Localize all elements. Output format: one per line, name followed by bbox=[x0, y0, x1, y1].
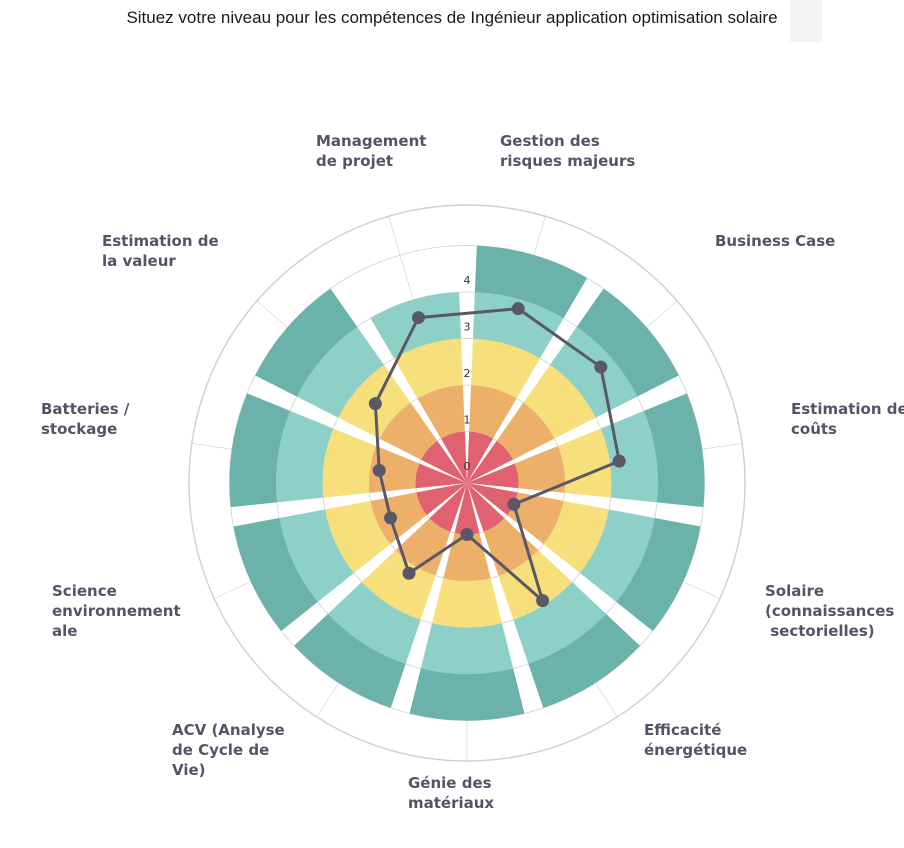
sector-band-level-1 bbox=[467, 431, 494, 483]
sector-band-level-3 bbox=[557, 428, 612, 498]
sector-band-level-4 bbox=[550, 326, 638, 418]
category-label: Génie des matériaux bbox=[408, 774, 494, 812]
sector-band-level-5 bbox=[474, 245, 588, 319]
series-point[interactable] bbox=[536, 594, 550, 608]
category-label: Management de projet bbox=[316, 132, 426, 170]
sector-band-level-3 bbox=[432, 578, 502, 628]
sector-band-level-2 bbox=[370, 492, 427, 545]
sector-band-level-2 bbox=[514, 446, 565, 493]
radial-tick-label: 0 bbox=[464, 460, 471, 473]
sector-band-level-5 bbox=[643, 393, 705, 508]
series-point[interactable] bbox=[460, 528, 474, 541]
series-point[interactable] bbox=[411, 311, 425, 325]
category-label: Batteries / stockage bbox=[41, 400, 130, 438]
page-title: Situez votre niveau pour les compétences… bbox=[126, 8, 778, 27]
sector-band-level-3 bbox=[498, 550, 573, 620]
sector-band-level-2 bbox=[469, 385, 517, 439]
level-series bbox=[368, 302, 626, 608]
sector-band-level-3 bbox=[523, 364, 596, 439]
sector-band-level-2 bbox=[379, 402, 438, 460]
sector-band-level-1 bbox=[467, 483, 518, 516]
sector-band-level-1 bbox=[415, 463, 467, 489]
category-label: Estimation descoûts bbox=[791, 400, 904, 438]
sector-band-level-1 bbox=[416, 483, 467, 516]
category-label: Solaire (connaissances sectorielles) bbox=[765, 582, 894, 640]
sector-band-level-4 bbox=[420, 623, 514, 674]
series-point[interactable] bbox=[507, 497, 521, 511]
series-point[interactable] bbox=[402, 566, 416, 580]
sector-band-level-4 bbox=[296, 326, 384, 418]
radial-tick-label: 1 bbox=[464, 414, 471, 427]
sector-band-level-4 bbox=[276, 410, 334, 503]
sector-band-level-3 bbox=[543, 500, 610, 574]
category-label: ACV (Analyse de Cycle de Vie) bbox=[172, 721, 285, 779]
series-point[interactable] bbox=[612, 454, 626, 468]
sector-band-level-1 bbox=[454, 483, 480, 535]
series-point[interactable] bbox=[384, 511, 398, 525]
sector-band-level-3 bbox=[471, 338, 541, 399]
sector-band-level-1 bbox=[467, 463, 519, 489]
category-label: Efficacité énergétique bbox=[644, 721, 747, 759]
sector-band-level-4 bbox=[472, 292, 564, 359]
sector-band-level-3 bbox=[393, 338, 463, 399]
sector-band-level-1 bbox=[421, 440, 467, 483]
series-line bbox=[373, 307, 621, 603]
sector-band-level-1 bbox=[429, 483, 467, 532]
sector-band-level-2 bbox=[417, 385, 465, 439]
radial-tick-label: 3 bbox=[464, 321, 471, 334]
series-point[interactable] bbox=[594, 360, 608, 374]
sector-band-level-3 bbox=[322, 428, 377, 498]
category-label: Estimation de la valeur bbox=[102, 232, 219, 270]
radial-tick-labels: 0 1 2 3 4 bbox=[464, 274, 471, 473]
radial-tick-label: 4 bbox=[464, 274, 471, 287]
series-point[interactable] bbox=[368, 397, 382, 411]
sector-band-level-2 bbox=[507, 492, 564, 545]
sector-band-level-5 bbox=[255, 288, 358, 397]
sector-band-level-1 bbox=[467, 440, 513, 483]
sector-band-level-4 bbox=[327, 582, 421, 664]
sector-band-level-5 bbox=[294, 613, 406, 708]
category-label: Gestion des risques majeurs bbox=[500, 132, 635, 170]
sector-band-level-4 bbox=[279, 509, 354, 603]
series-point[interactable] bbox=[372, 463, 386, 477]
sector-band-level-2 bbox=[395, 518, 451, 576]
sector-band-level-5 bbox=[229, 393, 291, 508]
sector-band-level-1 bbox=[440, 431, 467, 483]
sector-band-level-4 bbox=[513, 582, 607, 664]
radial-tick-label: 2 bbox=[464, 367, 471, 380]
scrollbar-track[interactable] bbox=[790, 0, 822, 42]
sector-band-level-5 bbox=[576, 288, 679, 397]
category-label: Science environnement ale bbox=[52, 582, 181, 640]
sector-band-level-2 bbox=[496, 402, 555, 460]
category-label: Business Case bbox=[715, 232, 835, 250]
sector-band-level-4 bbox=[580, 509, 655, 603]
series-point[interactable] bbox=[511, 302, 525, 316]
sector-band-level-1 bbox=[467, 483, 505, 532]
sector-band-level-5 bbox=[616, 517, 701, 631]
sector-band-level-5 bbox=[528, 613, 640, 708]
category-labels: Gestion des risques majeurs Business Case E… bbox=[41, 132, 904, 812]
sector-band-level-3 bbox=[324, 500, 391, 574]
sector-band-level-5 bbox=[409, 668, 525, 721]
sector-band-level-5 bbox=[233, 517, 318, 631]
skill-sectors bbox=[229, 245, 705, 721]
